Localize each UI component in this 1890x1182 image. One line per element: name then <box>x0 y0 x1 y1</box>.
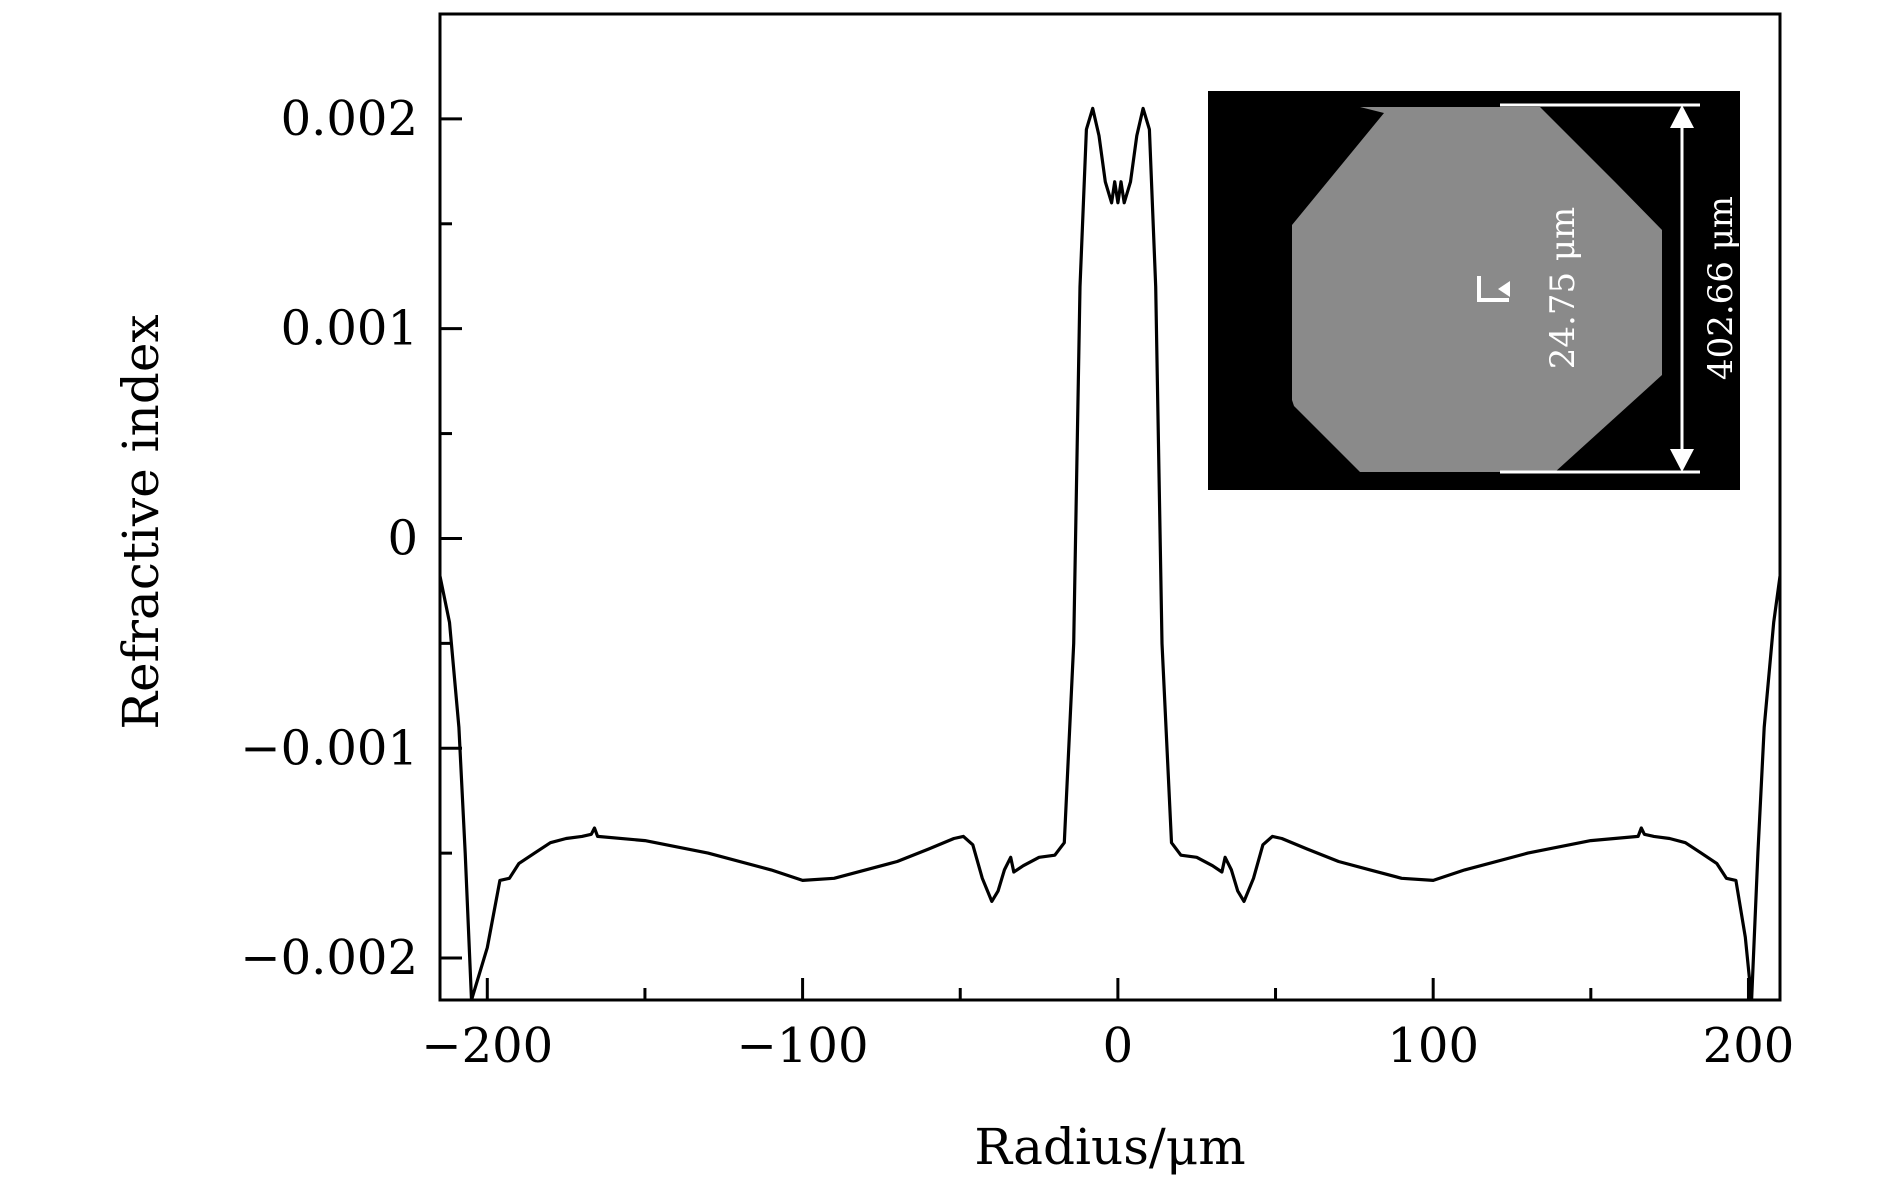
fiber-cross-section-inset: 24.75 μm 402.66 μm <box>1208 91 1741 490</box>
fiber-diameter-label: 402.66 μm <box>1701 196 1741 380</box>
core-arrow-icon <box>1498 281 1510 297</box>
y-tick-label: −0.002 <box>240 930 418 986</box>
x-tick-label: 100 <box>1387 1018 1479 1074</box>
core-diameter-label: 24.75 μm <box>1543 207 1583 369</box>
x-tick-label: 0 <box>1103 1018 1134 1074</box>
y-tick-label: 0 <box>387 510 418 566</box>
y-tick-label: −0.001 <box>240 720 418 776</box>
plot-frame <box>438 12 1782 1002</box>
y-axis-label: Refractive index <box>112 314 170 729</box>
diameter-arrow-down-icon <box>1670 449 1694 472</box>
x-tick-label: 200 <box>1703 1018 1795 1074</box>
x-tick-label: −100 <box>737 1018 869 1074</box>
x-axis-label: Radius/μm <box>974 1118 1245 1176</box>
y-tick-label: 0.002 <box>281 91 418 147</box>
refractive-index-profile-line <box>440 106 1780 1000</box>
diameter-arrow-up-icon <box>1670 105 1694 128</box>
x-tick-label: −200 <box>421 1018 553 1074</box>
y-axis-ticks: −0.002 −0.001 0 0.001 0.002 <box>240 12 462 986</box>
x-axis-ticks: −200 −100 0 100 200 <box>421 978 1794 1074</box>
y-tick-label: 0.001 <box>281 301 418 357</box>
